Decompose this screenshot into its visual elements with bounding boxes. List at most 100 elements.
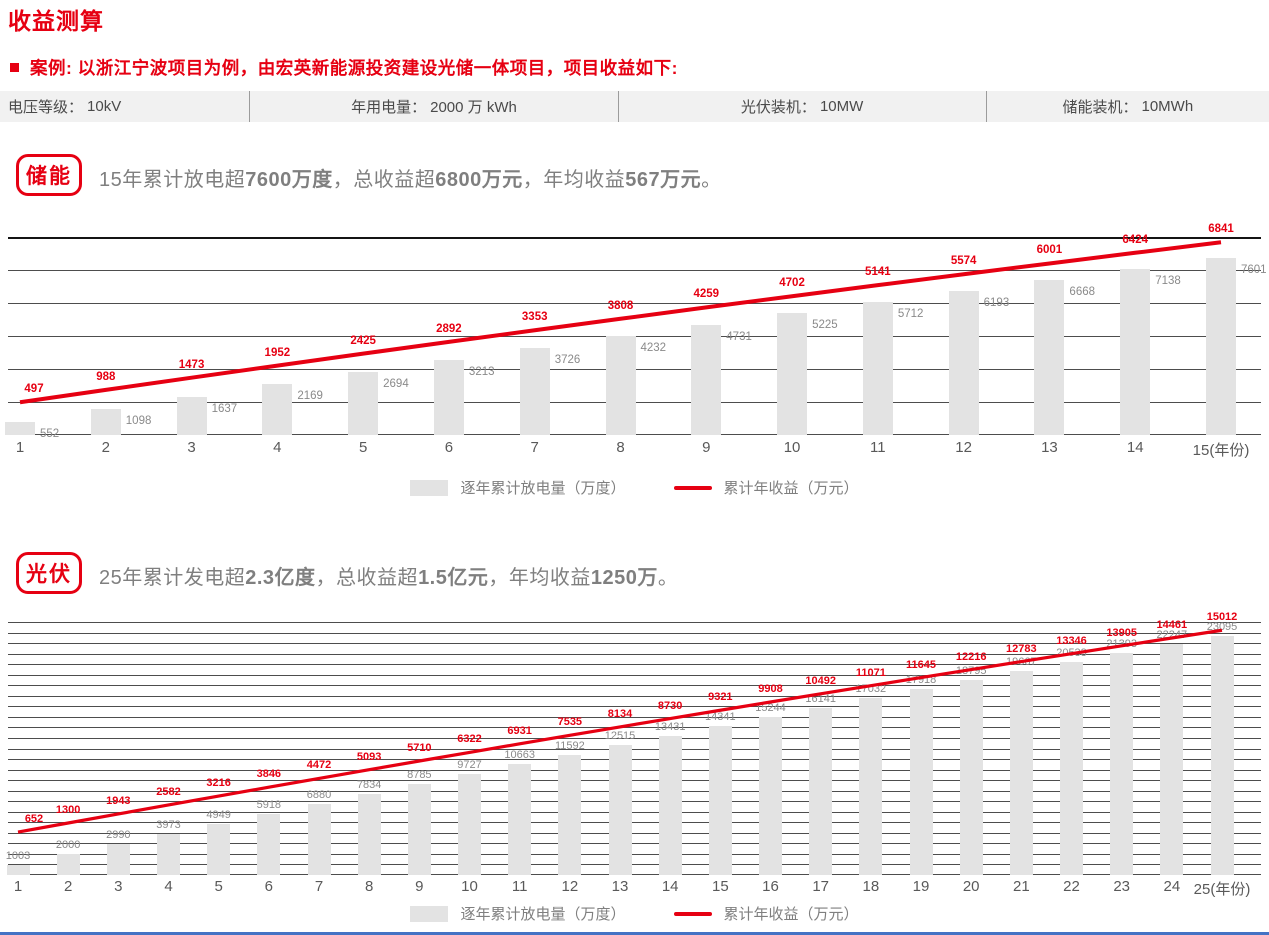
divider	[617, 91, 619, 122]
bar-value-label: 12515	[604, 730, 636, 743]
legend-item: 逐年累计放电量（万度）	[410, 477, 626, 498]
param-voltage: 电压等级： 10kV	[0, 91, 249, 122]
bar-value-label: 3973	[156, 818, 181, 831]
bar	[407, 783, 431, 875]
line-value-label: 497	[24, 383, 44, 396]
gridline	[8, 237, 1261, 239]
headline-segment: 1.5亿元	[418, 567, 489, 589]
line-value-label: 2425	[350, 334, 376, 347]
pv-chart-x-axis: 1 2 3 4 5 6 7 8 9 10 11 12 13 14 15 16 17 18 19 20 21 22 23 24 2…	[8, 878, 1261, 900]
bar-value-label: 23095	[1206, 620, 1238, 633]
gridline	[8, 270, 1261, 271]
line-value-label: 6931	[507, 724, 532, 737]
legend-label: 累计年收益（万元）	[723, 480, 859, 497]
gridline	[8, 737, 1261, 739]
x-axis-label: 24	[1163, 878, 1181, 895]
line-value-label: 10492	[805, 674, 836, 687]
bar-value-label: 13431	[654, 720, 686, 733]
x-axis-label: 21	[1012, 878, 1030, 895]
line-value-label: 8134	[607, 707, 633, 720]
x-axis-label: 10	[783, 439, 801, 456]
line-value-label: 11645	[906, 658, 936, 671]
case-text: 案例: 以浙江宁波项目为例，由宏英新能源投资建设光储一体项目，项目收益如下:	[30, 58, 679, 78]
gridline	[8, 843, 1261, 845]
bar	[348, 372, 379, 435]
legend-item: 累计年收益（万元）	[673, 903, 859, 924]
param-value: 10MWh	[1141, 98, 1194, 115]
bar	[959, 680, 983, 875]
bar-value-label: 6880	[306, 788, 332, 801]
headline-segment: ，总收益超	[332, 169, 436, 191]
x-axis-label: 13	[611, 878, 629, 895]
storage-badge: 储能	[16, 154, 82, 196]
bar-legend-swatch-icon	[410, 479, 449, 496]
param-label: 电压等级：	[8, 99, 84, 116]
bar	[433, 360, 464, 435]
gridline	[8, 874, 1261, 875]
bar	[5, 422, 35, 435]
x-axis-label: 9	[702, 439, 711, 456]
line-value-label: 4702	[779, 277, 805, 290]
line-value-label: 3846	[256, 768, 282, 781]
headline-segment: 。	[701, 169, 722, 191]
line-value-label: 9908	[758, 683, 783, 695]
x-axis-label: 4	[164, 878, 173, 895]
pv-chart: 1003 2000 2990 3973 4949 5918 6880 7834 8785 9727…	[6, 611, 1261, 875]
x-axis-label: 4	[273, 439, 282, 456]
line-value-label: 15012	[1206, 611, 1238, 624]
line-value-label: 14461	[1156, 619, 1188, 632]
bar	[90, 409, 121, 435]
bar	[1009, 671, 1033, 875]
bar	[207, 823, 231, 875]
bar	[1060, 662, 1083, 875]
bar	[708, 726, 732, 875]
x-axis-label: 22	[1063, 878, 1080, 895]
storage-chart: 552 1098 1637 2169 2694 3213 3726 4232 4731 5225 5…	[5, 223, 1267, 440]
bottom-accent-bar	[0, 932, 1269, 935]
line-value-label: 2582	[156, 785, 181, 798]
legend-label: 逐年累计放电量（万度）	[460, 480, 626, 497]
line-value-label: 5093	[356, 750, 382, 763]
bar-value-label: 2000	[55, 839, 81, 852]
headline-segment: 1250万	[590, 567, 658, 589]
gridline	[8, 748, 1261, 750]
line-value-label: 6424	[1122, 233, 1148, 246]
x-axis-label: 9	[415, 878, 424, 895]
line-value-label: 3808	[607, 299, 634, 312]
bar-value-label: 1003	[5, 849, 31, 862]
bar	[558, 754, 582, 875]
gridline	[8, 832, 1261, 834]
bullet-square-icon	[10, 63, 19, 72]
line-value-label: 8730	[657, 699, 683, 712]
line-value-label: 3353	[521, 311, 548, 324]
gridline	[8, 622, 1261, 623]
storage-chart-legend: 逐年累计放电量（万度） 累计年收益（万元）	[0, 477, 1269, 498]
x-axis-label: 11	[870, 439, 886, 456]
gridline	[8, 303, 1261, 304]
legend-label: 累计年收益（万元）	[723, 906, 859, 923]
x-axis-label: 23	[1113, 878, 1130, 895]
bar-value-label: 10663	[504, 749, 535, 762]
bar	[519, 348, 550, 435]
gridline	[8, 727, 1261, 729]
gridline	[8, 685, 1261, 687]
bar	[777, 313, 808, 435]
bar	[262, 384, 293, 435]
bar	[859, 698, 883, 875]
headline-segment: 15年累计放电超	[99, 169, 246, 191]
line-value-label: 1300	[55, 803, 81, 816]
x-axis-label: 2	[63, 878, 73, 895]
line-value-label: 2892	[436, 322, 462, 335]
headline-segment: ，年均收益	[522, 169, 626, 191]
bar-value-label: 1098	[125, 415, 152, 428]
x-axis-label: 14	[1126, 439, 1144, 456]
bar-value-label: 4232	[640, 342, 667, 355]
line-value-label: 12216	[955, 650, 987, 663]
line-value-label: 9321	[708, 691, 733, 704]
bar	[458, 774, 481, 875]
bar	[1034, 279, 1065, 435]
bar-value-label: 7834	[356, 778, 382, 791]
bar-value-label: 5712	[897, 307, 924, 320]
param-value: 10kV	[87, 98, 122, 115]
